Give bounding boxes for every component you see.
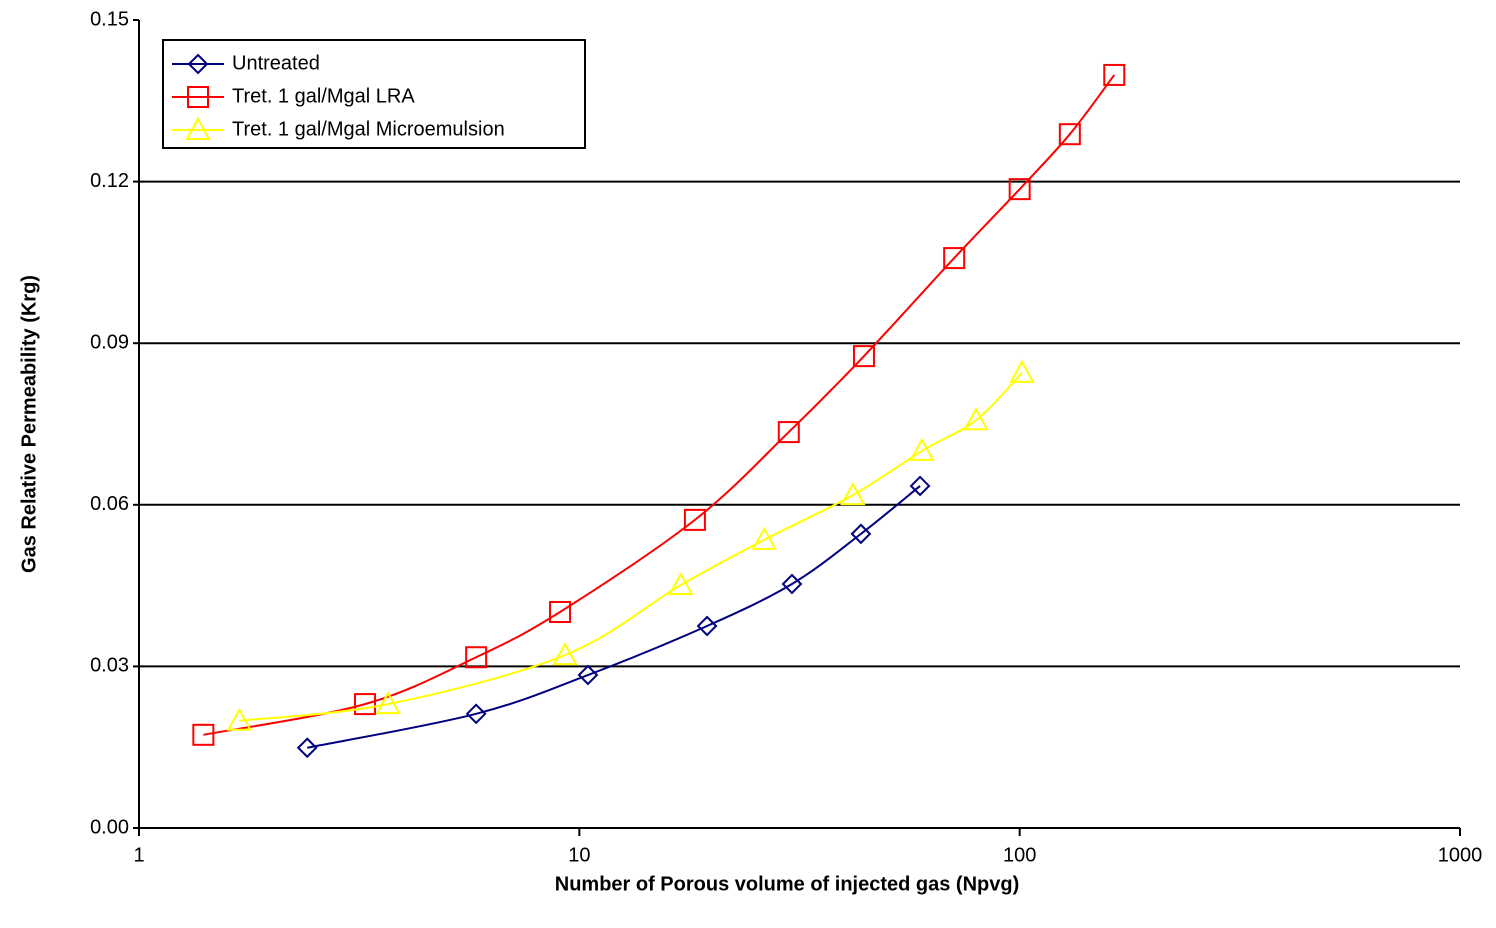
x-tick-label: 1000	[1438, 844, 1483, 866]
y-tick-label: 0.00	[90, 816, 129, 838]
data-point	[577, 664, 599, 686]
y-axis-title: Gas Relative Permeability (Krg)	[18, 275, 40, 573]
x-axis-title: Number of Porous volume of injected gas …	[555, 873, 1020, 895]
data-point	[943, 247, 966, 270]
data-point	[1008, 178, 1031, 201]
y-tick-label: 0.06	[90, 493, 129, 515]
legend-label: Untreated	[232, 52, 320, 74]
data-point	[465, 703, 487, 725]
data-point	[1103, 63, 1126, 86]
data-point	[777, 421, 800, 444]
data-point	[668, 571, 694, 596]
data-point	[850, 523, 872, 545]
y-tick-label: 0.15	[90, 8, 129, 30]
data-point	[1058, 123, 1081, 146]
x-tick-label: 1	[133, 844, 144, 866]
data-point	[549, 600, 572, 623]
data-point	[852, 345, 875, 368]
data-point	[963, 407, 989, 431]
data-point	[552, 642, 578, 666]
y-tick-label: 0.12	[90, 170, 129, 192]
y-tick-label: 0.09	[90, 331, 129, 353]
series-line	[203, 74, 1116, 736]
data-point	[296, 737, 318, 759]
x-tick-label: 10	[568, 844, 590, 866]
legend-label: Tret. 1 gal/Mgal Microemulsion	[232, 118, 505, 140]
series-line	[239, 372, 1023, 722]
legend-marker	[185, 116, 211, 140]
series-line	[307, 485, 921, 749]
data-point	[226, 707, 253, 731]
data-point	[683, 508, 706, 531]
y-tick-label: 0.03	[90, 655, 129, 677]
data-point	[465, 646, 488, 669]
legend-marker	[187, 53, 209, 75]
data-point	[909, 437, 935, 461]
data-point	[192, 723, 215, 746]
data-point	[353, 693, 376, 716]
legend-label: Tret. 1 gal/Mgal LRA	[232, 85, 415, 107]
data-point	[1009, 359, 1035, 383]
legend-box	[162, 39, 586, 149]
data-point	[751, 526, 777, 550]
x-tick-label: 100	[1003, 844, 1036, 866]
data-point	[375, 691, 401, 715]
data-point	[840, 482, 866, 506]
data-point	[909, 475, 931, 497]
legend-marker	[187, 86, 209, 108]
data-point	[696, 615, 718, 637]
data-point	[781, 573, 803, 595]
